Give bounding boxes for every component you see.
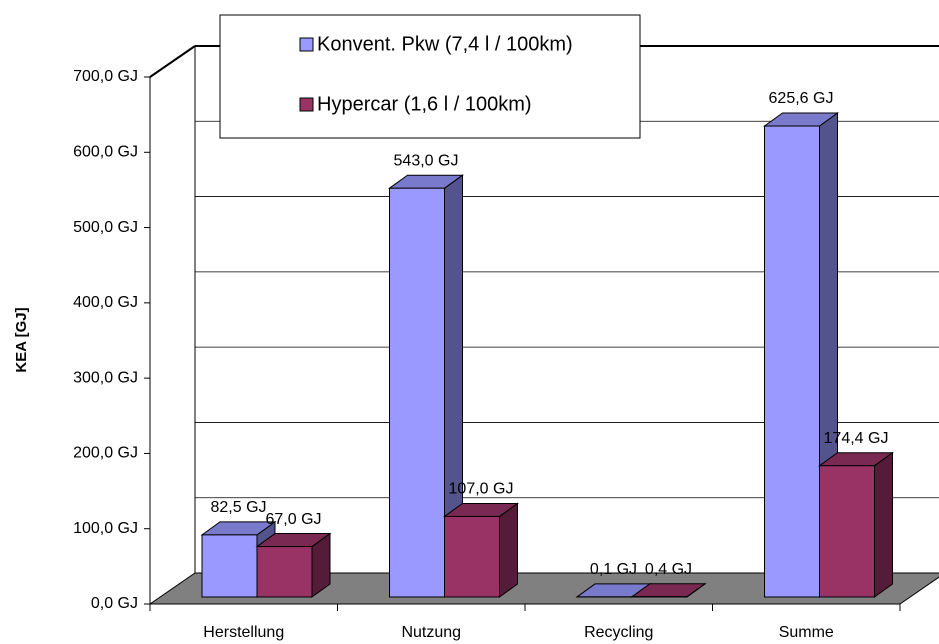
value-label: 67,0 GJ <box>265 511 321 528</box>
bar <box>255 532 332 598</box>
value-label: 107,0 GJ <box>449 481 514 498</box>
value-label: 82,5 GJ <box>210 499 266 516</box>
x-tick-label: Nutzung <box>401 624 461 641</box>
y-tick-label: 500,0 GJ <box>73 219 138 236</box>
y-tick-label: 0,0 GJ <box>91 595 138 612</box>
bar <box>817 451 895 598</box>
value-label: 0,4 GJ <box>645 561 692 578</box>
y-axis-title: KEA [GJ] <box>13 307 30 372</box>
bar-front <box>819 465 875 598</box>
y-tick-label: 100,0 GJ <box>73 520 138 537</box>
legend-swatch <box>299 97 314 112</box>
x-tick-label: Herstellung <box>203 624 284 641</box>
legend-swatch <box>299 37 314 52</box>
y-tick-label: 600,0 GJ <box>73 144 138 161</box>
value-label: 543,0 GJ <box>394 152 459 169</box>
value-label: 0,1 GJ <box>590 561 637 578</box>
legend-label: Konvent. Pkw (7,4 l / 100km) <box>317 33 573 55</box>
floor <box>148 572 939 605</box>
bar-front <box>764 125 820 598</box>
bar-front <box>444 515 500 598</box>
x-tick-label: Recycling <box>584 624 653 641</box>
y-tick-label: 300,0 GJ <box>73 369 138 386</box>
legend-box <box>219 14 641 139</box>
bar <box>630 582 707 598</box>
bar-front <box>389 187 445 598</box>
y-tick-label: 700,0 GJ <box>73 68 138 85</box>
y-tick-label: 200,0 GJ <box>73 445 138 462</box>
bar <box>387 174 465 598</box>
bar-front <box>201 534 258 598</box>
bar-front <box>256 546 313 598</box>
legend-label: Hypercar (1,6 l / 100km) <box>317 93 532 115</box>
x-tick-label: Summe <box>779 624 834 641</box>
bar <box>442 502 520 598</box>
value-label: 625,6 GJ <box>769 90 834 107</box>
value-label: 174,4 GJ <box>824 430 889 447</box>
bar-side <box>499 502 518 598</box>
left-wall-top <box>149 45 196 78</box>
bar-side <box>874 451 893 598</box>
y-tick-label: 400,0 GJ <box>73 294 138 311</box>
